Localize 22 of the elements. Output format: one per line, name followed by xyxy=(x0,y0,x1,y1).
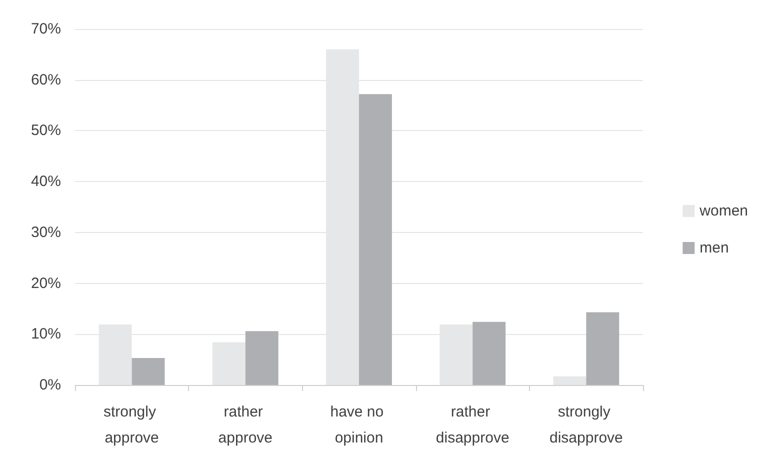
legend-label: women xyxy=(698,202,748,220)
bar xyxy=(586,312,620,385)
x-tick-label: have no opinion xyxy=(330,404,388,446)
y-tick-label: 20% xyxy=(30,274,61,292)
bar xyxy=(553,376,586,385)
y-tick-label: 30% xyxy=(30,224,61,241)
x-tick-label: rather approve xyxy=(218,404,273,446)
legend-label: men xyxy=(700,240,729,256)
x-tick-label: strongly disapprove xyxy=(550,404,623,446)
y-tick-label: 40% xyxy=(30,173,61,190)
bar xyxy=(132,358,165,385)
y-tick-label: 0% xyxy=(39,376,61,394)
y-tick-label: 70% xyxy=(30,20,61,38)
y-tick-label: 60% xyxy=(30,71,61,88)
y-tick-label: 10% xyxy=(30,326,61,343)
x-tick-label: rather disapprove xyxy=(436,404,510,446)
x-tick-label: strongly approve xyxy=(103,404,160,446)
bar xyxy=(245,331,278,385)
bar xyxy=(359,94,392,385)
bar xyxy=(212,342,246,385)
bar xyxy=(472,322,506,385)
y-tick-label: 50% xyxy=(30,122,61,140)
